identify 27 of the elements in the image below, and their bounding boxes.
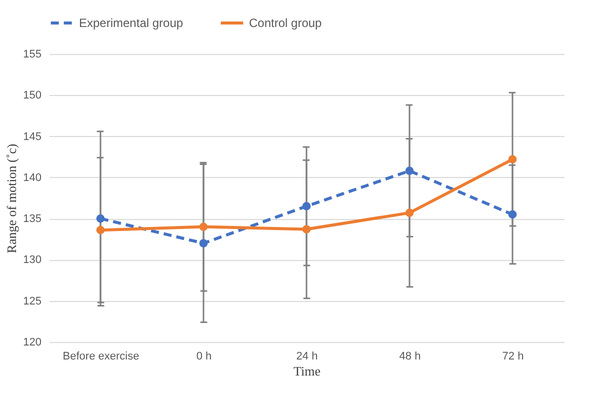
- legend-label: Control group: [249, 16, 322, 30]
- point: [302, 225, 311, 234]
- point: [405, 208, 414, 217]
- point: [508, 210, 517, 219]
- x-tick-label: 0 h: [196, 350, 212, 362]
- x-tick-label: 24 h: [296, 350, 318, 362]
- x-tick-label: Before exercise: [62, 350, 140, 362]
- y-tick-label: 145: [23, 130, 42, 143]
- y-tick-label: 140: [23, 172, 42, 184]
- point: [508, 155, 517, 164]
- x-tick-label: 48 h: [399, 350, 421, 362]
- x-tick-label: 72 h: [502, 350, 524, 362]
- y-tick-label: 120: [23, 336, 42, 348]
- point: [96, 214, 105, 223]
- y-tick-label: 125: [23, 295, 42, 308]
- point: [405, 166, 414, 176]
- point: [199, 239, 208, 248]
- y-tick-label: 135: [23, 213, 42, 226]
- legend-label: Experimental group: [79, 16, 184, 30]
- y-tick-label: 150: [23, 90, 42, 102]
- point: [302, 202, 311, 210]
- y-tick-label: 130: [23, 254, 42, 266]
- point: [96, 226, 105, 234]
- point: [199, 222, 208, 231]
- y-axis-title: Range of motion (˚c): [4, 144, 20, 254]
- x-axis-title: Time: [294, 364, 321, 378]
- y-tick-label: 155: [23, 48, 42, 60]
